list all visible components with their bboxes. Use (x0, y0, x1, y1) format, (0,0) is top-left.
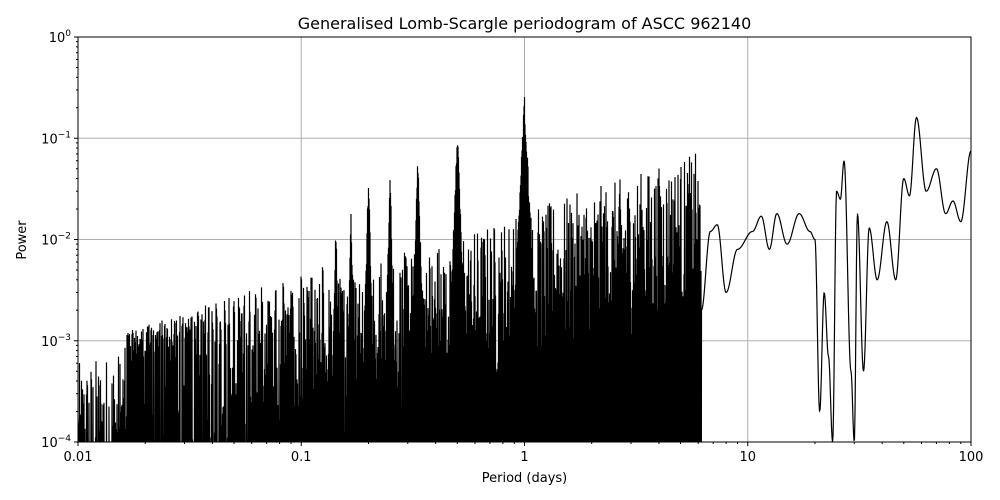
x-tick-label: 100 (959, 450, 984, 465)
y-tick-label: 10−4 (41, 434, 71, 451)
chart-title: Generalised Lomb-Scargle periodogram of … (298, 14, 752, 33)
y-tick-label: 10−2 (41, 232, 71, 249)
x-axis-ticks: 0.01 0.1 1 10 100 (64, 442, 984, 465)
x-tick-label: 1 (520, 450, 528, 465)
y-tick-label: 10−3 (41, 333, 71, 350)
y-axis-ticks: 100 10−1 10−2 10−3 10−4 (41, 29, 78, 451)
power-curve (78, 97, 971, 442)
plot-area (78, 97, 971, 442)
x-axis-label: Period (days) (482, 471, 568, 486)
y-tick-label: 100 (49, 29, 72, 46)
x-tick-label: 0.01 (64, 450, 93, 465)
y-tick-label: 10−1 (41, 130, 71, 147)
power-series-line (78, 97, 971, 442)
x-tick-label: 0.1 (291, 450, 312, 465)
y-axis-label: Power (15, 220, 30, 260)
x-tick-label: 10 (739, 450, 756, 465)
